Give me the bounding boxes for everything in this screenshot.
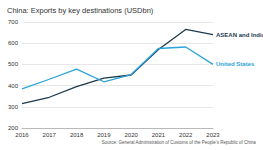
svg-text:2022: 2022: [179, 132, 193, 138]
svg-text:300: 300: [8, 104, 19, 110]
svg-text:2018: 2018: [70, 132, 84, 138]
svg-text:2017: 2017: [43, 132, 57, 138]
svg-text:200: 200: [8, 125, 19, 131]
svg-text:500: 500: [8, 61, 19, 67]
svg-text:2021: 2021: [152, 132, 166, 138]
svg-text:400: 400: [8, 83, 19, 89]
svg-text:ASEAN and India: ASEAN and India: [216, 32, 263, 38]
svg-text:2023: 2023: [206, 132, 220, 138]
svg-text:United States: United States: [216, 61, 255, 67]
svg-text:China: Exports by key destinat: China: Exports by key destinations (USDb…: [7, 6, 154, 15]
svg-text:700: 700: [8, 19, 19, 25]
svg-text:2020: 2020: [124, 132, 138, 138]
svg-text:Source: General Administration: Source: General Administration of Custom…: [102, 140, 256, 145]
svg-text:2019: 2019: [97, 132, 111, 138]
svg-text:600: 600: [8, 40, 19, 46]
svg-text:2016: 2016: [15, 132, 29, 138]
